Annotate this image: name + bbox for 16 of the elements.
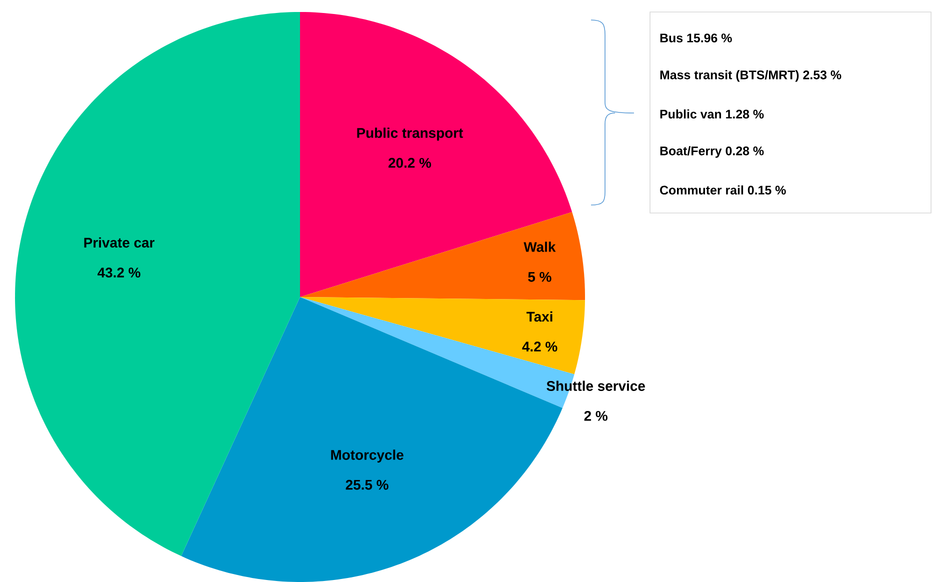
text: Bus 15.96 % — [660, 34, 732, 42]
slice-label: Public transport — [357, 128, 464, 141]
slice-label: Motorcycle — [331, 450, 404, 463]
text: Public van 1.28 % — [660, 109, 764, 119]
data-label: 5 % — [528, 272, 552, 282]
slice-label: Private car — [84, 237, 154, 248]
data-label: 4.2 % — [522, 342, 558, 352]
data-label: 2 % — [584, 410, 608, 421]
data-label: 25.5 % — [346, 480, 388, 490]
slice-label: Walk — [524, 242, 556, 252]
text: Commuter rail 0.15 % — [660, 185, 786, 195]
text: Boat/Ferry 0.28 % — [660, 146, 764, 158]
slice-label: Taxi — [526, 311, 552, 322]
data-label: 20.2 % — [388, 158, 432, 168]
data-label: 43.2 % — [98, 268, 140, 278]
text: Mass transit (BTS/MRT) 2.53 % — [660, 70, 842, 82]
